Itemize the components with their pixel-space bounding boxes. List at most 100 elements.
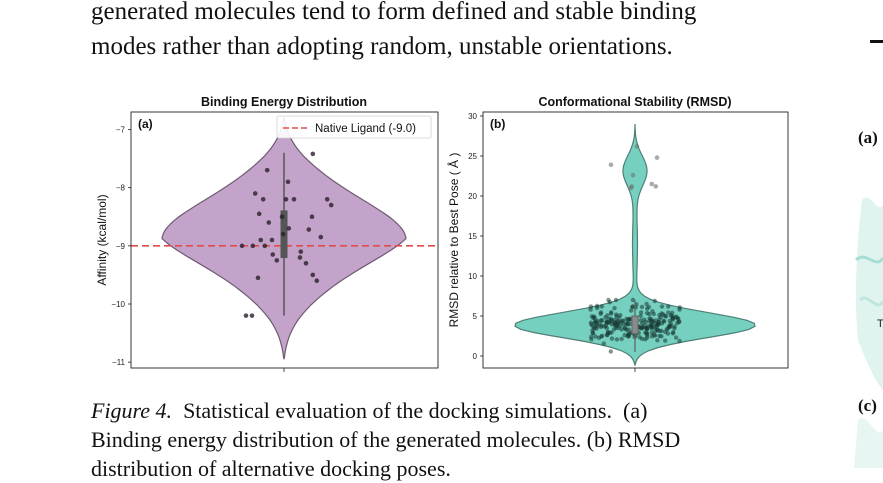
chart-b-point — [639, 336, 645, 341]
chart-b-point — [626, 333, 632, 339]
chart-a-point — [286, 226, 292, 231]
chart-b-point — [652, 298, 657, 304]
chart-b-point — [594, 326, 599, 331]
chart-a-point — [239, 243, 245, 249]
chart-b-title: Conformational Stability (RMSD) — [538, 95, 731, 109]
chart-b-point — [645, 335, 650, 340]
chart-b-ytick-label: 30 — [468, 112, 477, 121]
chart-b-outlier-point — [653, 184, 659, 189]
chart-a-point — [274, 258, 280, 263]
chart-b-point — [628, 321, 633, 327]
chart-b-point — [650, 309, 655, 314]
chart-b-point — [643, 319, 648, 325]
chart-b-point — [645, 306, 650, 311]
body-line-2: modes rather than adopting random, unsta… — [91, 33, 673, 60]
chart-b-point — [664, 327, 669, 332]
chart-b-point — [652, 332, 657, 337]
figure-4: Binding Energy Distribution −7 −8 −9 −10 −11… — [95, 95, 789, 372]
chart-a-point — [283, 196, 289, 202]
chart-b-point — [659, 321, 665, 326]
chart-a-point — [303, 260, 309, 266]
chart-a-point — [255, 275, 261, 281]
chart-b-point — [604, 319, 609, 325]
chart-b-point — [672, 324, 677, 329]
chart-b-point — [668, 323, 673, 328]
chart-b-point — [676, 316, 681, 321]
chart-b-point — [620, 318, 625, 324]
chart-b-point — [644, 330, 649, 335]
figure-caption: Figure 4. Statistical evaluation of the … — [91, 396, 801, 483]
chart-a-point — [250, 243, 256, 249]
chart-a-ylabel: Affinity (kcal/mol) — [95, 194, 109, 285]
chart-a-point — [262, 243, 268, 249]
chart-b-point — [589, 334, 594, 340]
chart-a-point — [314, 278, 320, 284]
chart-a-panel-label: (a) — [138, 117, 153, 131]
chart-b-point — [612, 320, 618, 325]
right-panel-label-c: (c) — [858, 396, 877, 415]
right-column-structure-image — [854, 197, 883, 468]
chart-b-point — [594, 303, 600, 309]
chart-a-point — [285, 179, 291, 185]
chart-a-legend-label: Native Ligand (-9.0) — [315, 123, 416, 135]
caption-line-1: Figure 4. Statistical evaluation of the … — [91, 396, 801, 425]
chart-b-point — [614, 337, 620, 342]
chart-b-point — [659, 328, 664, 334]
chart-b-point — [599, 323, 604, 328]
chart-a-point — [297, 255, 303, 260]
chart-a-ytick-label: −7 — [116, 125, 126, 134]
chart-b-point — [630, 304, 635, 309]
chart-b-point — [606, 297, 611, 303]
right-column-fragment — [852, 0, 883, 468]
chart-a-point — [270, 252, 276, 257]
chart-a-point — [243, 313, 249, 318]
chart-b-point — [592, 315, 597, 321]
right-panel-label-a: (a) — [858, 128, 878, 147]
chart-b-point — [612, 306, 617, 311]
chart-binding-energy: Binding Energy Distribution −7 −8 −9 −10 −11… — [95, 95, 439, 372]
chart-b-ytick-label: 0 — [473, 352, 478, 361]
chart-b-point — [629, 308, 634, 313]
chart-a-point — [328, 202, 334, 208]
chart-a-point — [306, 227, 312, 232]
chart-b-point — [647, 319, 652, 324]
chart-b-point — [601, 341, 606, 346]
chart-b-point — [655, 338, 660, 343]
chart-b-point — [613, 297, 619, 303]
chart-a-point — [318, 234, 324, 240]
chart-b-point — [619, 336, 624, 342]
chart-b-point — [677, 305, 682, 310]
chart-b-point — [657, 333, 662, 339]
chart-b-outlier-point — [634, 144, 640, 149]
chart-b-point — [609, 318, 614, 323]
chart-a-yaxis: −7 −8 −9 −10 −11 — [111, 125, 131, 367]
right-column-dash — [870, 40, 883, 43]
chart-b-yaxis: 0 5 10 15 20 25 30 — [468, 112, 483, 361]
chart-b-point — [655, 328, 660, 333]
chart-b-ytick-label: 10 — [468, 272, 477, 281]
chart-b-point — [608, 349, 613, 354]
chart-b-point — [668, 313, 674, 318]
chart-b-point — [659, 304, 665, 309]
chart-b-point — [673, 335, 679, 340]
chart-b-point — [598, 310, 604, 315]
chart-b-point — [639, 304, 645, 310]
chart-b-point — [614, 312, 619, 317]
chart-a-point — [256, 211, 262, 217]
chart-b-ytick-label: 20 — [468, 192, 477, 201]
chart-b-outlier-point — [654, 155, 660, 160]
chart-a-point — [258, 237, 264, 243]
chart-b-outlier-point — [649, 181, 655, 187]
chart-a-point — [309, 214, 315, 220]
chart-b-point — [630, 297, 636, 303]
chart-b-point — [677, 338, 682, 344]
chart-b-point — [665, 331, 671, 336]
chart-b-point — [596, 335, 602, 340]
chart-b-point — [608, 311, 614, 316]
chart-b-point — [638, 313, 643, 319]
chart-b-point — [657, 317, 662, 322]
chart-b-point — [593, 334, 598, 339]
caption-line-2: Binding energy distribution of the gener… — [91, 427, 681, 452]
chart-b-point — [607, 330, 612, 335]
chart-a-frame — [130, 111, 439, 369]
